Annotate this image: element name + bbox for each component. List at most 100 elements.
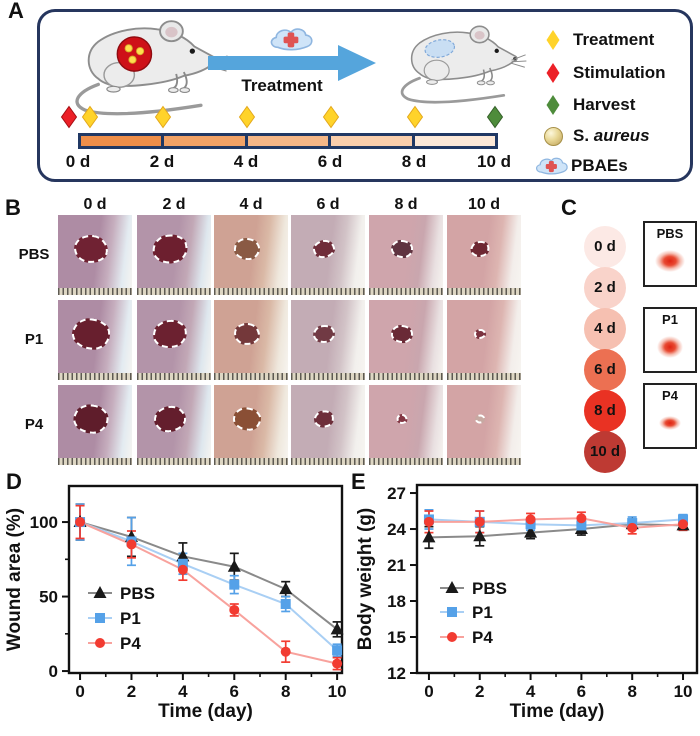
panel-a-illustration <box>60 20 527 129</box>
svg-text:P4: P4 <box>120 634 141 653</box>
photo-col-header: 8 d <box>394 196 418 213</box>
day-intensity-circle-0: 0 d <box>584 226 626 268</box>
legend-label-treatment: Treatment <box>573 30 655 49</box>
series-P4 <box>423 513 689 533</box>
harvest-diamond-icon <box>486 105 504 129</box>
ruler-strip <box>369 458 443 465</box>
wound-photo-PBS-8d <box>369 215 443 295</box>
svg-text:15: 15 <box>387 628 406 647</box>
ruler-strip <box>214 458 288 465</box>
day-intensity-circle-2: 4 d <box>584 308 626 350</box>
stimulation-diamond-icon <box>538 63 568 83</box>
timeline-day-label: 4 d <box>233 152 259 171</box>
pbaes-cloud-icon <box>534 156 570 177</box>
wound-photo-P4-4d <box>214 385 288 465</box>
svg-text:PBS: PBS <box>472 579 507 598</box>
svg-text:Time (day): Time (day) <box>510 701 605 722</box>
svg-text:18: 18 <box>387 592 406 611</box>
photo-col-header: 10 d <box>467 196 500 213</box>
ruler-strip <box>369 288 443 295</box>
svg-text:27: 27 <box>387 484 406 503</box>
stimulation-diamond-icon <box>60 105 78 129</box>
photo-col-header: 0 d <box>83 196 107 213</box>
treatment-arrow-icon <box>208 45 376 81</box>
diamond-shape <box>546 63 560 83</box>
day-intensity-circle-3: 6 d <box>584 349 626 391</box>
day-intensity-circle-5: 10 d <box>584 431 626 473</box>
chart-legend-item-P1: P1 <box>88 609 141 628</box>
timeline-segment-4 <box>414 136 496 146</box>
timeline-bar <box>78 133 498 149</box>
ruler-strip <box>447 458 521 465</box>
photo-col-header: 4 d <box>239 196 263 213</box>
legend-item-stimulation: Stimulation <box>538 62 693 84</box>
timeline-segment-0 <box>81 136 165 146</box>
legend-item-harvest: Harvest <box>538 94 693 116</box>
svg-text:24: 24 <box>387 520 406 539</box>
svg-text:10: 10 <box>328 682 347 701</box>
treatment-diamond-icon <box>538 30 568 50</box>
wound-trace-box-PBS: PBS <box>643 221 697 287</box>
timeline-day-label: 10 d <box>476 152 512 171</box>
diamond-shape <box>546 95 560 115</box>
trace-box-label: PBS <box>656 226 684 241</box>
harvest-diamond-icon <box>538 95 568 115</box>
svg-text:12: 12 <box>387 664 406 683</box>
ruler-strip <box>369 373 443 380</box>
timeline-day-label: 0 d <box>65 152 91 171</box>
timeline-day-label: 8 d <box>401 152 427 171</box>
legend-item-treatment: Treatment <box>538 29 693 51</box>
svg-text:2: 2 <box>127 682 136 701</box>
wound-photo-P1-10d <box>447 300 521 380</box>
wound-photo-P1-0d <box>58 300 132 380</box>
legend-item-pbaes: PBAEs <box>534 155 689 177</box>
svg-text:Wound area (%): Wound area (%) <box>4 508 25 651</box>
legend-label-stimulation: Stimulation <box>573 63 666 82</box>
panel-c-label: C <box>561 195 577 220</box>
ruler-strip <box>214 288 288 295</box>
timeline-segment-1 <box>164 136 248 146</box>
wound-photo-P4-0d <box>58 385 132 465</box>
svg-text:PBS: PBS <box>120 584 155 603</box>
ruler-strip <box>447 373 521 380</box>
wound-photo-P1-4d <box>214 300 288 380</box>
timeline-segment-2 <box>247 136 332 146</box>
svg-text:4: 4 <box>178 682 188 701</box>
ruler-strip <box>137 288 211 295</box>
trace-box-label: P4 <box>662 388 678 403</box>
mouse-infected-icon <box>75 20 229 116</box>
wound-trace-blob <box>655 250 685 273</box>
ruler-strip <box>291 373 365 380</box>
ruler-strip <box>58 288 132 295</box>
ruler-strip <box>58 373 132 380</box>
wound-trace-blob <box>657 336 683 359</box>
series-P4 <box>75 517 343 669</box>
svg-text:P4: P4 <box>472 628 493 647</box>
wound-photo-PBS-10d <box>447 215 521 295</box>
ruler-strip <box>137 458 211 465</box>
svg-text:10: 10 <box>674 682 693 701</box>
svg-text:8: 8 <box>627 682 636 701</box>
svg-text:50: 50 <box>39 588 58 607</box>
panel-e-label: E <box>351 469 366 494</box>
treatment-diamond-icon <box>238 105 256 129</box>
timeline-segment-3 <box>331 136 415 146</box>
ruler-strip <box>447 288 521 295</box>
photo-row-label-P4: P4 <box>24 416 44 433</box>
wound-photo-PBS-4d <box>214 215 288 295</box>
chart-legend-item-PBS: PBS <box>440 579 507 598</box>
svg-text:P1: P1 <box>472 603 493 622</box>
chart-legend-item-PBS: PBS <box>88 584 155 603</box>
treatment-diamond-icon <box>81 105 99 129</box>
legend-label-harvest: Harvest <box>573 95 636 114</box>
photo-col-header: 2 d <box>162 196 186 213</box>
wound-trace-box-P4: P4 <box>643 383 697 449</box>
day-intensity-circle-4: 8 d <box>584 390 626 432</box>
wound-photo-P4-8d <box>369 385 443 465</box>
svg-text:Body weight (g): Body weight (g) <box>355 508 376 650</box>
chart-legend-item-P1: P1 <box>440 603 493 622</box>
wound-photo-PBS-0d <box>58 215 132 295</box>
